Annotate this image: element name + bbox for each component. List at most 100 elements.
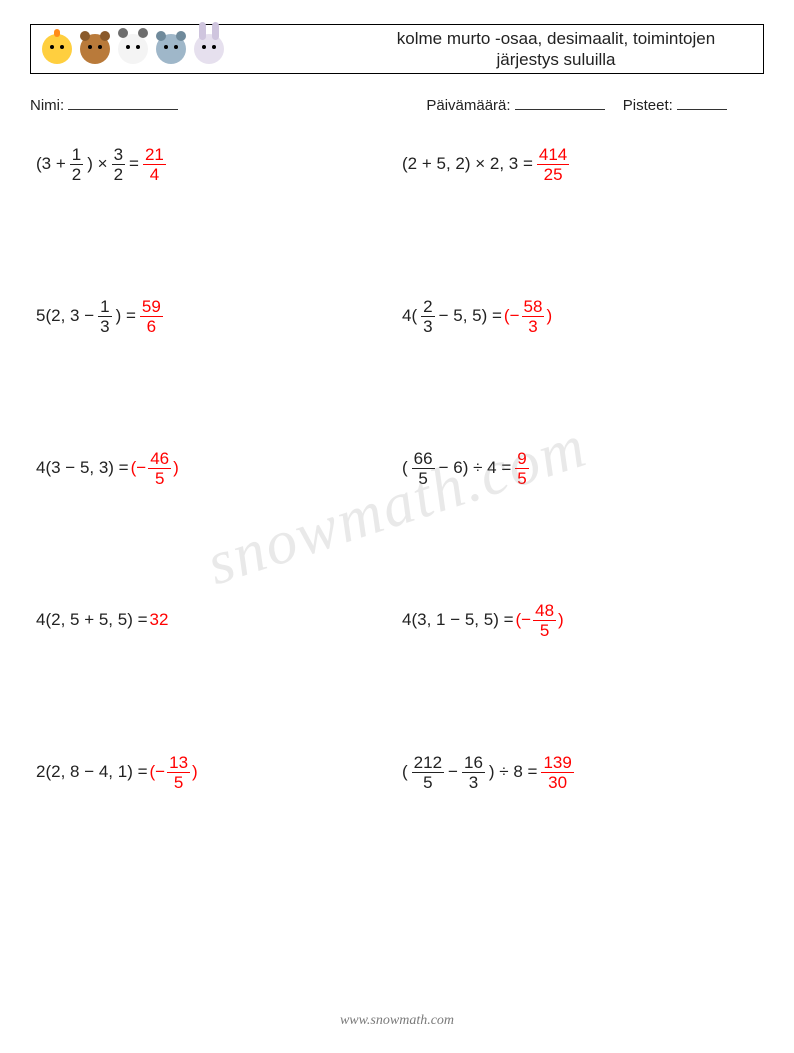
fraction-numerator: 48 — [533, 602, 556, 621]
problem: 4(3 − 5, 3) = (−465) — [30, 446, 382, 490]
answer-fraction: 214 — [143, 146, 166, 183]
expression: 4(2, 5 + 5, 5) = 32 — [36, 610, 168, 630]
expr-text: ) = — [116, 306, 136, 326]
fraction-denominator: 3 — [98, 317, 111, 335]
answer: 596 — [138, 298, 165, 335]
expr-text: 4(3, 1 − 5, 5) = — [402, 610, 514, 630]
expr-text: 5(2, 3 − — [36, 306, 94, 326]
answer-text: ) — [192, 761, 198, 780]
fraction-denominator: 5 — [538, 621, 551, 639]
problem: 4(23 − 5, 5) = (−583) — [382, 294, 734, 338]
expression: (3 + 12) × 32 = 214 — [36, 146, 168, 183]
expression: (2 + 5, 2) × 2, 3 = 41425 — [402, 146, 571, 183]
monkey-icon — [77, 31, 113, 67]
expr-text: ( — [402, 762, 408, 782]
expr-text: ) × — [87, 154, 107, 174]
expression: (665 − 6) ÷ 4 = 95 — [402, 450, 531, 487]
expr-text: − 6) ÷ 4 = — [439, 458, 512, 478]
expression: 2(2, 8 − 4, 1) = (−135) — [36, 754, 198, 791]
fraction-denominator: 2 — [70, 165, 83, 183]
answer-fraction: 596 — [140, 298, 163, 335]
expr-text: 2(2, 8 − 4, 1) = — [36, 762, 148, 782]
problem-grid: (3 + 12) × 32 = 214(2 + 5, 2) × 2, 3 = 4… — [30, 142, 764, 794]
answer-text: ) — [546, 305, 552, 324]
fraction-numerator: 66 — [412, 450, 435, 469]
answer: (−135) — [150, 754, 198, 791]
answer-fraction: 95 — [515, 450, 528, 487]
fraction-numerator: 139 — [541, 754, 573, 773]
answer: 214 — [141, 146, 168, 183]
fraction-numerator: 16 — [462, 754, 485, 773]
fraction: 2125 — [412, 754, 444, 791]
expr-text: (3 + — [36, 154, 66, 174]
answer-text: ) — [558, 609, 564, 628]
name-label: Nimi: — [30, 97, 64, 114]
problem: 2(2, 8 − 4, 1) = (−135) — [30, 750, 382, 794]
fraction: 13 — [98, 298, 111, 335]
answer-fraction: 485 — [533, 602, 556, 639]
fraction: 23 — [421, 298, 434, 335]
answer: (−583) — [504, 298, 552, 335]
fraction-numerator: 21 — [143, 146, 166, 165]
answer: (−465) — [131, 450, 179, 487]
expr-text: 4(2, 5 + 5, 5) = — [36, 610, 148, 630]
fraction-denominator: 5 — [416, 469, 429, 487]
chick-icon — [39, 31, 75, 67]
koala-icon — [153, 31, 189, 67]
expr-text: 4(3 − 5, 3) = — [36, 458, 129, 478]
expression: 4(23 − 5, 5) = (−583) — [402, 298, 552, 335]
fraction-numerator: 2 — [421, 298, 434, 317]
fraction: 12 — [70, 146, 83, 183]
expr-text: (2 + 5, 2) × 2, 3 = — [402, 154, 533, 174]
answer-text: (− — [504, 305, 520, 324]
answer-text: (− — [150, 761, 166, 780]
fraction-denominator: 4 — [148, 165, 161, 183]
fraction-denominator: 5 — [172, 773, 185, 791]
problem: 5(2, 3 − 13) = 596 — [30, 294, 382, 338]
footer-url: www.snowmath.com — [0, 1013, 794, 1029]
fraction-denominator: 3 — [467, 773, 480, 791]
fraction-numerator: 1 — [70, 146, 83, 165]
name-blank — [68, 96, 178, 110]
answer-fraction: 41425 — [537, 146, 569, 183]
answer: 95 — [513, 450, 530, 487]
expr-text: − 5, 5) = — [439, 306, 502, 326]
problem: 4(2, 5 + 5, 5) = 32 — [30, 598, 382, 642]
answer: (−485) — [516, 602, 564, 639]
fraction-numerator: 212 — [412, 754, 444, 773]
problem: 4(3, 1 − 5, 5) = (−485) — [382, 598, 734, 642]
fraction-denominator: 30 — [546, 773, 569, 791]
fraction-denominator: 5 — [153, 469, 166, 487]
expression: 4(3, 1 − 5, 5) = (−485) — [402, 602, 564, 639]
fraction-numerator: 9 — [515, 450, 528, 469]
expr-text: − — [448, 762, 458, 782]
cow-icon — [115, 31, 151, 67]
score-blank — [677, 96, 727, 110]
problem: (2125 − 163) ÷ 8 = 13930 — [382, 750, 734, 794]
expression: 5(2, 3 − 13) = 596 — [36, 298, 165, 335]
answer-text: ) — [173, 457, 179, 476]
answer: 41425 — [535, 146, 571, 183]
fraction-denominator: 3 — [421, 317, 434, 335]
expr-text: 4( — [402, 306, 417, 326]
answer-fraction: 583 — [522, 298, 545, 335]
fraction-numerator: 58 — [522, 298, 545, 317]
fraction-numerator: 59 — [140, 298, 163, 317]
fraction-denominator: 6 — [145, 317, 158, 335]
fraction-denominator: 5 — [515, 469, 528, 487]
problem: (665 − 6) ÷ 4 = 95 — [382, 446, 734, 490]
fraction-denominator: 5 — [421, 773, 434, 791]
answer-text: (− — [131, 457, 147, 476]
expression: (2125 − 163) ÷ 8 = 13930 — [402, 754, 576, 791]
problem: (3 + 12) × 32 = 214 — [30, 142, 382, 186]
answer-text: 32 — [150, 610, 169, 629]
fraction: 665 — [412, 450, 435, 487]
answer-fraction: 13930 — [541, 754, 573, 791]
fraction-denominator: 25 — [542, 165, 565, 183]
rabbit-icon — [191, 31, 227, 67]
answer-fraction: 135 — [167, 754, 190, 791]
fraction-numerator: 414 — [537, 146, 569, 165]
fraction: 163 — [462, 754, 485, 791]
header-box: kolme murto -osaa, desimaalit, toimintoj… — [30, 24, 764, 74]
score-label: Pisteet: — [623, 97, 673, 114]
